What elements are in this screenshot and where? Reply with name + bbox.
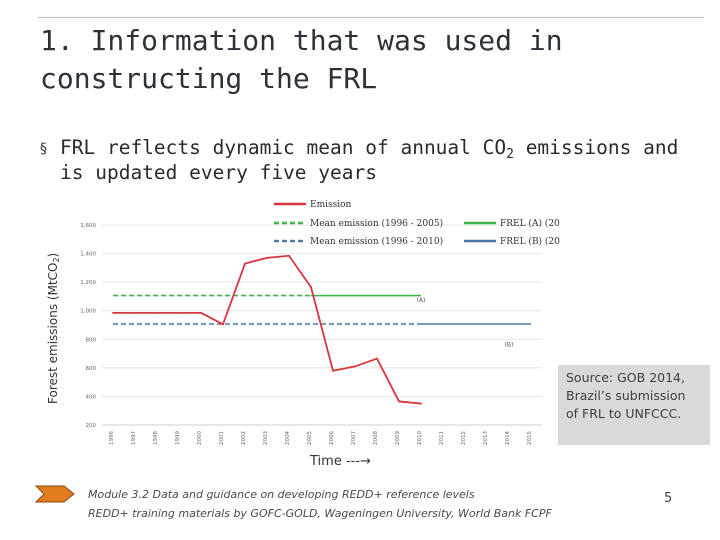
x-tick-label: 2001: [219, 431, 225, 445]
footer-credits-text: REDD+ training materials by GOFC-GOLD, W…: [88, 507, 552, 520]
y-tick-label: 1,200: [80, 280, 96, 286]
x-tick-label: 2015: [527, 431, 533, 445]
slide-title: 1. Information that was used in construc…: [40, 24, 563, 95]
emission-chart: 200 400 600 800 1,000 1,200 1,400 1,600 1996 1997…: [80, 200, 560, 445]
x-tick-label: 2011: [439, 431, 445, 445]
x-tick-label: 2002: [241, 431, 247, 445]
emission-point: [112, 311, 114, 314]
x-axis-caption: Time ---→: [310, 454, 371, 469]
emission-point: [178, 311, 180, 314]
y-tick-label: 1,600: [80, 223, 96, 229]
chart-legend: Emission Mean emission (1996 - 2005) Mean …: [274, 200, 560, 247]
chart-grid: [102, 224, 542, 426]
emission-point: [134, 311, 136, 314]
title-rule: [38, 17, 704, 18]
annotation-label: (A): [417, 297, 426, 304]
bullet-co2-subscript: 2: [506, 147, 514, 162]
bullet-text-part2: emissions and is updated every five year…: [60, 136, 679, 184]
emission-point: [332, 369, 334, 372]
chart-annotations: (A) (B): [417, 297, 514, 348]
chart-ticks: 200 400 600 800 1,000 1,200 1,400 1,600 1996 1997…: [80, 223, 533, 445]
chart-series: [112, 254, 531, 405]
source-line-2: Brazil’s submission: [566, 388, 686, 403]
x-tick-label: 2000: [197, 431, 203, 445]
emission-point: [310, 286, 312, 289]
legend-label: Mean emission (1996 - 2005): [310, 218, 443, 229]
y-tick-label: 200: [86, 423, 97, 429]
source-line-1: Source: GOB 2014,: [566, 370, 685, 385]
chevron-arrow-icon: [34, 485, 75, 503]
x-tick-label: 2009: [395, 431, 401, 445]
x-tick-label: 2013: [483, 431, 489, 445]
x-tick-label: 1997: [131, 431, 137, 445]
y-caption-close: ): [46, 252, 60, 258]
x-tick-label: 2004: [285, 431, 291, 445]
emission-point: [244, 262, 246, 265]
legend-label: Emission: [310, 200, 352, 210]
bullet-text-part1: FRL reflects dynamic mean of annual CO: [60, 136, 507, 159]
x-tick-label: 1998: [153, 431, 159, 445]
y-tick-label: 800: [86, 337, 97, 343]
emission-point: [398, 400, 400, 403]
bullet-text: FRL reflects dynamic mean of annual CO2 …: [60, 135, 700, 185]
emission-point: [420, 402, 422, 405]
emission-point: [200, 311, 202, 314]
y-tick-label: 400: [86, 394, 97, 400]
y-caption-text: Forest emissions (MtCO: [46, 262, 60, 404]
annotation-label: (B): [505, 341, 514, 348]
x-tick-label: 2014: [505, 431, 511, 445]
x-tick-label: 2008: [373, 431, 379, 445]
emission-point: [376, 357, 378, 360]
x-tick-label: 2003: [263, 431, 269, 445]
x-tick-label: 2006: [329, 431, 335, 445]
x-tick-label: 2005: [307, 431, 313, 445]
legend-label: FREL (A) (2006 - 2010): [500, 218, 560, 229]
y-axis-caption: Forest emissions (MtCO2): [46, 204, 61, 404]
emission-point: [354, 365, 356, 368]
x-tick-label: 1996: [109, 431, 115, 445]
emission-line: [113, 254, 422, 405]
footer-module-text: Module 3.2 Data and guidance on developi…: [88, 488, 475, 501]
bullet-marker-icon: §: [40, 141, 47, 157]
emission-point: [222, 323, 224, 326]
emission-point: [266, 256, 268, 259]
page-number: 5: [664, 491, 673, 506]
emission-point: [288, 254, 290, 257]
x-tick-label: 2007: [351, 431, 357, 445]
x-tick-label: 1999: [175, 431, 181, 445]
y-tick-label: 1,400: [80, 252, 96, 258]
source-line-3: of FRL to UNFCCC.: [566, 406, 682, 421]
emission-point: [156, 311, 158, 314]
y-tick-label: 600: [86, 366, 97, 372]
x-tick-label: 2012: [461, 431, 467, 445]
y-tick-label: 1,000: [80, 309, 96, 315]
legend-label: FREL (B) (2011 - 2015): [500, 236, 560, 247]
legend-label: Mean emission (1996 - 2010): [310, 236, 443, 247]
x-tick-label: 2010: [417, 431, 423, 445]
source-box: Source: GOB 2014, Brazil’s submission of…: [558, 365, 710, 445]
